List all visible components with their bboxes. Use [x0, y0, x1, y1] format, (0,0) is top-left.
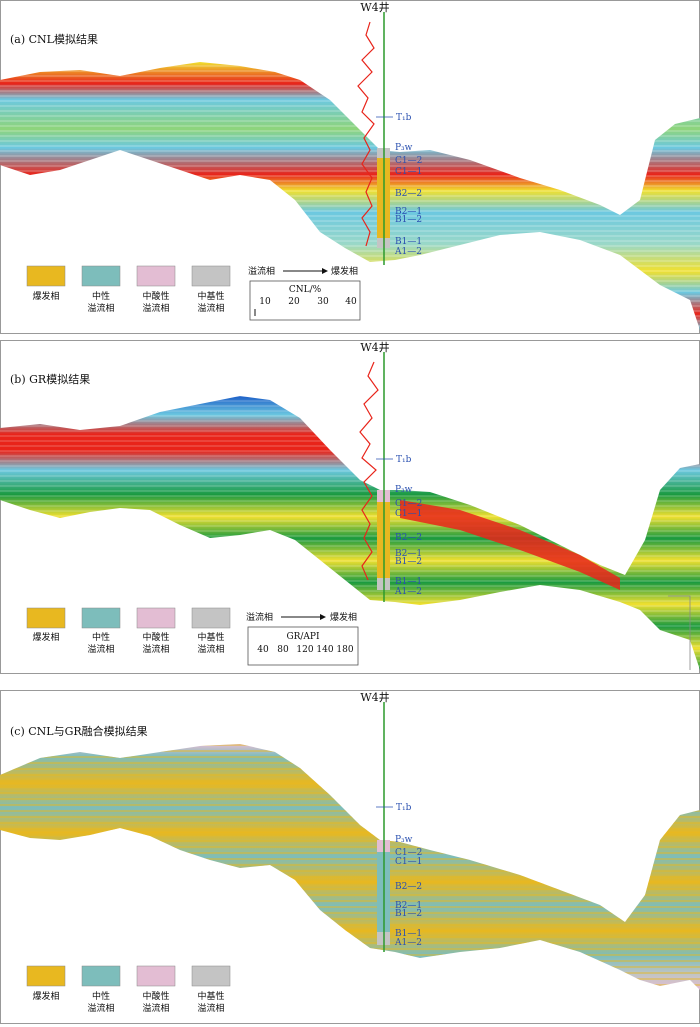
- panel-b-scale-title: GR/API: [286, 632, 320, 642]
- panel-c-layer-b1-1: B1—1: [395, 929, 422, 939]
- panel-a-title: (a) CNL模拟结果: [10, 32, 98, 46]
- panel-a-legend-label-3b: 溢流相: [142, 302, 169, 314]
- panel-b: W4井 (b) GR模拟结果 T₁b P₃w C1—2 C1—1 B2—2 B2…: [0, 340, 700, 675]
- panel-b-horizon-t1b: T₁b: [396, 455, 412, 465]
- panel-b-layer-c1-2: C1—2: [395, 499, 422, 509]
- panel-a-legend-label-2a: 中性: [92, 290, 110, 302]
- panel-b-hot-band: [400, 500, 620, 590]
- panel-b-title: (b) GR模拟结果: [10, 372, 90, 386]
- panel-c-well-name: W4井: [360, 690, 389, 704]
- panel-a-layer-b2-1: B2—1: [395, 207, 422, 217]
- panel-b-direction-left: 溢流相: [246, 611, 273, 623]
- panel-a-scale-tick-3: 30: [317, 297, 329, 307]
- panel-c-layer-c1-1: C1—1: [395, 857, 422, 867]
- panel-b-scale-tick-4: 140: [316, 645, 333, 655]
- panel-b-scale-tick-5: 180: [336, 645, 353, 655]
- panel-a-legend-label-4a: 中基性: [197, 290, 224, 302]
- panel-b-legend-label-3b: 溢流相: [142, 643, 169, 655]
- panel-a-layer-b2-2: B2—2: [395, 189, 422, 199]
- panel-a-scale-tick-2: 20: [288, 297, 300, 307]
- panel-b-layer-a1-2: A1—2: [394, 587, 422, 597]
- panel-a-legend-swatch-explosive: [26, 265, 66, 287]
- panel-a-layer-c1-1: C1—1: [395, 167, 422, 177]
- panel-b-scale-tick-3: 120: [296, 645, 313, 655]
- panel-b-legend-label-4a: 中基性: [197, 631, 224, 643]
- panel-b-scale-box: [247, 626, 359, 666]
- panel-b-direction-right: 爆发相: [330, 611, 357, 623]
- panel-a-scale-title: CNL/%: [289, 285, 322, 295]
- panel-c-title: (c) CNL与GR融合模拟结果: [10, 724, 148, 738]
- panel-a-scale-tick-4: 40: [345, 297, 357, 307]
- panel-a-direction-left: 溢流相: [248, 265, 275, 277]
- panel-b-legend-label-2a: 中性: [92, 631, 110, 643]
- panel-c-layer-b2-1: B2—1: [395, 901, 422, 911]
- panel-a-legend-label-3a: 中酸性: [142, 290, 169, 302]
- panel-a-scale-box: [249, 280, 361, 321]
- panel-b-legend-swatch-explosive: [26, 607, 66, 629]
- panel-a-legend-swatch-intermediate: [81, 265, 121, 287]
- panel-a-scale-tick-1: 10: [259, 297, 271, 307]
- panel-a-horizon-p3w: P₃w: [395, 143, 413, 153]
- panel-a-horizon-t1b: T₁b: [396, 113, 412, 123]
- panel-b-layer-c1-1: C1—1: [395, 509, 422, 519]
- panel-c-legend-label-2b: 溢流相: [87, 1002, 114, 1014]
- panel-c-legend-label-1: 爆发相: [32, 990, 59, 1002]
- panel-b-legend-swatch-basic: [191, 607, 231, 629]
- panel-c-legend-swatch-explosive: [26, 965, 66, 987]
- panel-b-figure: W4井 (b) GR模拟结果 T₁b P₃w C1—2 C1—1 B2—2 B2…: [0, 340, 700, 674]
- panel-c-legend-swatch-basic: [191, 965, 231, 987]
- panel-a-layer-c1-2: C1—2: [395, 156, 422, 166]
- panel-a-figure: W4井 (a) CNL模拟结果 T₁b P₃w C1—2 C1—1 B2—2 B…: [0, 0, 700, 334]
- panel-c-horizon-t1b: T₁b: [396, 803, 412, 813]
- panel-a-layer-b1-2: B1—2: [395, 215, 422, 225]
- panel-b-legend-label-3a: 中酸性: [142, 631, 169, 643]
- panel-c-layer-c1-2: C1—2: [395, 848, 422, 858]
- panel-b-well-name: W4井: [360, 340, 389, 354]
- panel-b-corner-mark: [668, 595, 691, 670]
- panel-b-scale-tick-2: 80: [277, 645, 289, 655]
- panel-c-horizon-p3w: P₃w: [395, 835, 413, 845]
- panel-a: W4井 (a) CNL模拟结果 T₁b P₃w C1—2 C1—1 B2—2 B…: [0, 0, 700, 335]
- panel-b-layer-b2-1: B2—1: [395, 549, 422, 559]
- panel-a-log-curve: [357, 21, 375, 247]
- panel-c: W4井 (c) CNL与GR融合模拟结果 T₁b P₃w C1—2 C1—1 B…: [0, 690, 700, 1025]
- panel-a-layer-a1-2: A1—2: [394, 247, 422, 257]
- panel-b-direction-arrowhead: [320, 614, 326, 620]
- panel-b-horizon-p3w: P₃w: [395, 485, 413, 495]
- panel-b-legend-swatch-acidic: [136, 607, 176, 629]
- panel-c-legend-label-3a: 中酸性: [142, 990, 169, 1002]
- panel-c-legend-label-4b: 溢流相: [197, 1002, 224, 1014]
- panel-b-legend-label-4b: 溢流相: [197, 643, 224, 655]
- panel-c-legend-label-2a: 中性: [92, 990, 110, 1002]
- panel-b-section-layers: [0, 396, 700, 670]
- panel-a-well-name: W4井: [360, 0, 389, 14]
- panel-c-legend-label-3b: 溢流相: [142, 1002, 169, 1014]
- panel-a-direction-right: 爆发相: [331, 265, 358, 277]
- panel-a-legend-label-2b: 溢流相: [87, 302, 114, 314]
- panel-a-section-layers: [0, 62, 700, 330]
- panel-b-layer-b1-1: B1—1: [395, 577, 422, 587]
- panel-a-layer-b1-1: B1—1: [395, 237, 422, 247]
- panel-a-legend-label-4b: 溢流相: [197, 302, 224, 314]
- panel-c-layer-a1-2: A1—2: [394, 938, 422, 948]
- panel-b-legend-label-2b: 溢流相: [87, 643, 114, 655]
- panel-b-layer-b1-2: B1—2: [395, 557, 422, 567]
- panel-a-legend-swatch-basic: [191, 265, 231, 287]
- panel-b-legend-label-1: 爆发相: [32, 631, 59, 643]
- panel-a-legend-swatch-acidic: [136, 265, 176, 287]
- panel-c-legend-label-4a: 中基性: [197, 990, 224, 1002]
- panel-b-scale-tick-1: 40: [257, 645, 269, 655]
- panel-c-layer-b2-2: B2—2: [395, 882, 422, 892]
- panel-b-legend-swatch-intermediate: [81, 607, 121, 629]
- panel-c-legend-swatch-intermediate: [81, 965, 121, 987]
- panel-c-legend-swatch-acidic: [136, 965, 176, 987]
- panel-b-log-curve: [359, 361, 379, 581]
- panel-a-legend-label-1: 爆发相: [32, 290, 59, 302]
- panel-a-direction-arrowhead: [322, 268, 328, 274]
- panel-b-layer-b2-2: B2—2: [395, 533, 422, 543]
- panel-c-section-layers: [0, 744, 700, 990]
- panel-c-figure: W4井 (c) CNL与GR融合模拟结果 T₁b P₃w C1—2 C1—1 B…: [0, 690, 700, 1024]
- panel-c-layer-b1-2: B1—2: [395, 909, 422, 919]
